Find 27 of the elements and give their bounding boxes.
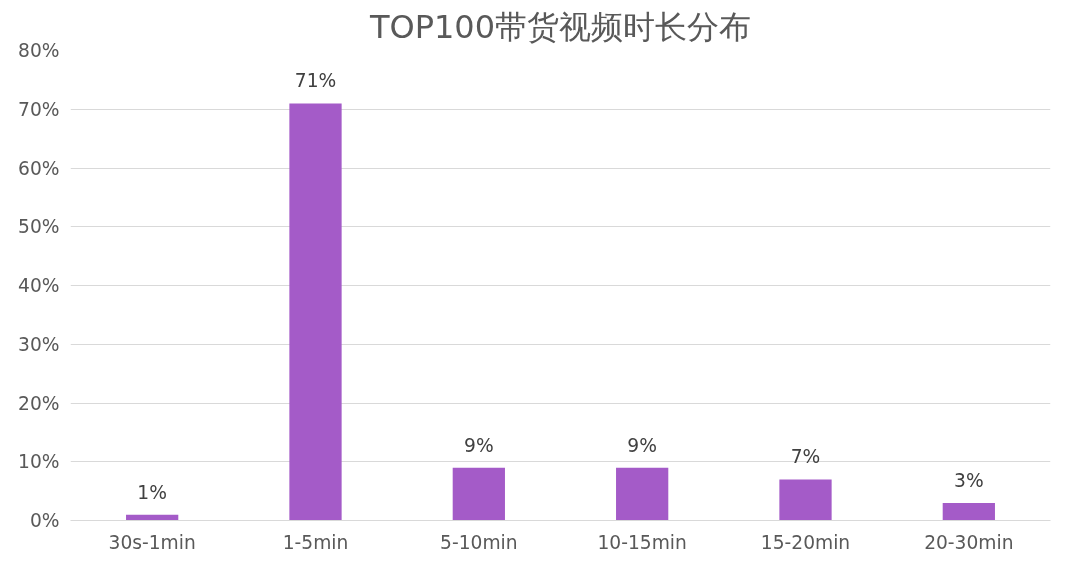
x-tick-label: 15-20min: [760, 531, 851, 553]
chart-title: TOP100带货视频时长分布: [368, 7, 752, 46]
y-tick-label: 0%: [29, 510, 60, 531]
y-tick-label: 50%: [18, 216, 60, 238]
y-tick-label: 40%: [18, 275, 60, 296]
x-tick-label: 30s-1min: [108, 531, 196, 553]
y-tick-label: 80%: [18, 40, 60, 61]
bar: [779, 479, 832, 521]
bar: [616, 467, 669, 521]
bar: [452, 467, 505, 521]
y-tick-label: 30%: [18, 333, 60, 355]
y-tick-label: 10%: [18, 451, 60, 473]
y-tick-label: 70%: [18, 98, 60, 120]
y-tick-label: 20%: [18, 392, 60, 414]
x-tick-label: 5-10min: [440, 531, 518, 553]
data-label: 9%: [464, 434, 494, 456]
bar: [289, 103, 342, 521]
data-label: 9%: [627, 434, 657, 456]
data-label: 71%: [294, 70, 337, 92]
x-tick-label: 10-15min: [597, 531, 687, 553]
x-tick-label: 1-5min: [282, 531, 349, 553]
data-label: 3%: [954, 469, 984, 491]
data-label: 1%: [137, 481, 167, 503]
y-tick-label: 60%: [18, 157, 60, 179]
bar: [942, 502, 995, 521]
x-tick-label: 20-30min: [924, 531, 1014, 553]
data-label: 7%: [790, 446, 821, 468]
